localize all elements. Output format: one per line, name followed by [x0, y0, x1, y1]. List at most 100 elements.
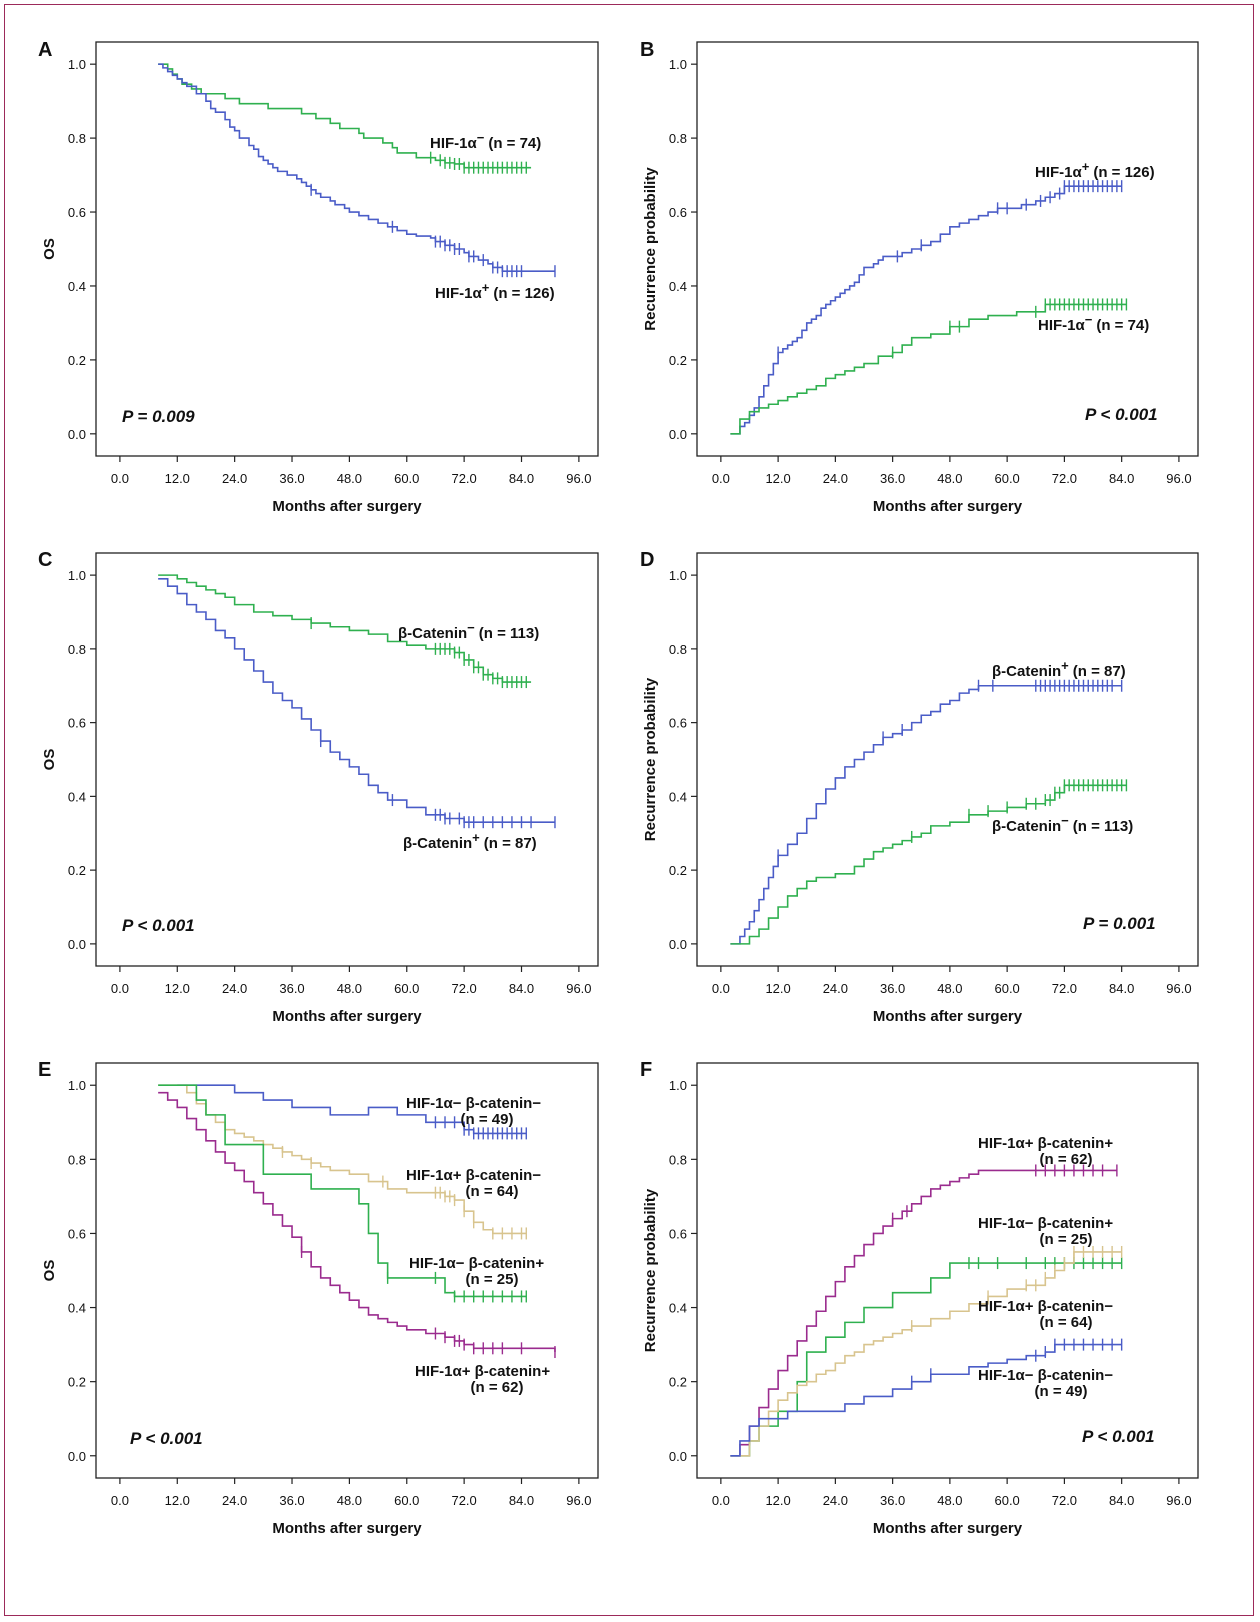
x-tick-label: 72.0	[1052, 981, 1077, 996]
y-axis-label: Recurrence probability	[642, 167, 659, 331]
y-tick-label: 0.6	[669, 1226, 687, 1241]
x-tick-label: 12.0	[165, 1493, 190, 1508]
y-tick-label: 1.0	[669, 1078, 687, 1093]
y-tick-label: 0.8	[669, 1152, 687, 1167]
series-label-head: HIF-1α	[1038, 317, 1086, 334]
series-line-2	[730, 784, 1127, 945]
x-tick-label: 0.0	[111, 981, 129, 996]
x-tick-label: 84.0	[1109, 981, 1134, 996]
y-tick-label: 0.4	[669, 279, 687, 294]
y-tick-label: 0.6	[68, 716, 86, 731]
series-label-head: β-Catenin	[992, 818, 1061, 835]
x-tick-label: 24.0	[823, 981, 848, 996]
series-label-line1: HIF-1α− β-catenin−	[978, 1367, 1113, 1384]
p-value: P = 0.001	[1083, 914, 1156, 933]
x-axis-label: Months after surgery	[873, 498, 1023, 515]
series-label: HIF-1α+ β-catenin−(n = 64)	[406, 1167, 541, 1200]
panel-B: B 0.0 0.2 0.4 0.6 0.8 1.0 0.0 12.0 24.0 36.0 48.0 60…	[640, 39, 1199, 515]
series-label-n: (n = 74)	[1096, 317, 1149, 334]
series-label: β-Catenin+ (n = 87)	[403, 830, 537, 852]
series-label-text: β-Catenin+ (n = 87)	[403, 830, 537, 852]
series-label: HIF-1α− β-catenin−(n = 49)	[978, 1367, 1113, 1400]
x-tick-label: 96.0	[566, 471, 591, 486]
series-line-3	[158, 1084, 527, 1298]
series-label: HIF-1α− β-catenin+(n = 25)	[978, 1215, 1113, 1248]
y-tick-label: 1.0	[68, 57, 86, 72]
x-axis-label: Months after surgery	[272, 498, 422, 515]
x-tick-label: 36.0	[279, 1493, 304, 1508]
x-tick-label: 12.0	[165, 981, 190, 996]
x-tick-label: 84.0	[509, 1493, 534, 1508]
y-tick-label: 0.2	[68, 353, 86, 368]
y-tick-label: 0.0	[68, 1449, 86, 1464]
plot-frame	[696, 1062, 1199, 1479]
series-label: β-Catenin+ (n = 87)	[992, 658, 1126, 680]
x-tick-label: 0.0	[111, 471, 129, 486]
x-tick-label: 0.0	[712, 471, 730, 486]
x-tick-label: 24.0	[823, 1493, 848, 1508]
panel-letter: E	[38, 1059, 51, 1081]
series-label-sup: −	[1085, 312, 1093, 327]
series-label-text: HIF-1α+ (n = 126)	[435, 280, 555, 302]
y-tick-label: 0.8	[669, 642, 687, 657]
y-tick-label: 0.4	[68, 279, 86, 294]
y-tick-label: 0.6	[68, 1226, 86, 1241]
panel-A: A 0.0 0.2 0.4 0.6 0.8 1.0 0.0 12.0 24.0 36.0 48.0 60…	[38, 39, 599, 515]
series-label-n: (n = 25)	[466, 1271, 519, 1288]
series-label-head: HIF-1α	[430, 135, 478, 152]
series-label: HIF-1α− (n = 74)	[430, 130, 541, 152]
series-label-text: HIF-1α− (n = 74)	[1038, 312, 1149, 334]
x-tick-label: 96.0	[1166, 1493, 1191, 1508]
p-value: P < 0.001	[122, 916, 195, 935]
x-tick-label: 36.0	[880, 981, 905, 996]
panel-E: E 0.0 0.2 0.4 0.6 0.8 1.0 0.0 12.0 24.0 36.0 48.0 60…	[38, 1059, 599, 1537]
y-tick-label: 0.0	[68, 937, 86, 952]
series-line-4	[158, 1091, 556, 1353]
x-tick-label: 12.0	[765, 1493, 790, 1508]
series-line-1	[158, 574, 532, 683]
series-label-head: β-Catenin	[992, 663, 1061, 680]
y-tick-label: 0.4	[68, 789, 86, 804]
panel-F: F 0.0 0.2 0.4 0.6 0.8 1.0 0.0 12.0 24.0 36.0 48.0 60…	[640, 1059, 1199, 1537]
x-tick-label: 72.0	[451, 471, 476, 486]
series-label-line1: HIF-1α+ β-catenin+	[415, 1363, 550, 1380]
y-tick-label: 1.0	[669, 568, 687, 583]
series-label: HIF-1α+ β-catenin+(n = 62)	[415, 1363, 550, 1396]
x-tick-label: 12.0	[765, 471, 790, 486]
x-axis-label: Months after surgery	[873, 1520, 1023, 1537]
y-axis-label: Recurrence probability	[642, 1188, 659, 1352]
series-label-n: (n = 64)	[1040, 1314, 1093, 1331]
p-value: P < 0.001	[130, 1429, 203, 1448]
series-label-text: β-Catenin+ (n = 87)	[992, 658, 1126, 680]
series-label-sup: −	[477, 130, 485, 145]
y-tick-label: 1.0	[68, 568, 86, 583]
x-tick-label: 48.0	[337, 1493, 362, 1508]
x-tick-label: 60.0	[394, 471, 419, 486]
y-tick-label: 1.0	[68, 1078, 86, 1093]
series-label-n: (n = 25)	[1040, 1231, 1093, 1248]
plot-frame	[95, 1062, 599, 1479]
plot-frame	[696, 552, 1199, 967]
x-tick-label: 0.0	[712, 981, 730, 996]
series-label-n: (n = 126)	[1093, 164, 1154, 181]
series-label-n: (n = 87)	[484, 835, 537, 852]
series-label-n: (n = 62)	[1040, 1151, 1093, 1168]
series-line-2	[730, 1262, 1122, 1457]
series-line-2	[158, 578, 555, 823]
panel-letter: C	[38, 549, 52, 571]
panel-letter: D	[640, 549, 654, 571]
y-tick-label: 0.0	[68, 427, 86, 442]
x-tick-label: 60.0	[394, 1493, 419, 1508]
x-tick-label: 72.0	[451, 1493, 476, 1508]
x-axis-label: Months after surgery	[272, 1520, 422, 1537]
series-label: HIF-1α+ β-catenin−(n = 64)	[978, 1298, 1113, 1331]
x-tick-label: 36.0	[279, 981, 304, 996]
x-tick-label: 24.0	[222, 1493, 247, 1508]
y-tick-label: 0.8	[669, 131, 687, 146]
x-axis-label: Months after surgery	[272, 1008, 422, 1025]
x-tick-label: 48.0	[937, 1493, 962, 1508]
series-label-n: (n = 113)	[1073, 818, 1133, 835]
x-tick-label: 0.0	[712, 1493, 730, 1508]
series-label: HIF-1α+ (n = 126)	[1035, 159, 1155, 181]
